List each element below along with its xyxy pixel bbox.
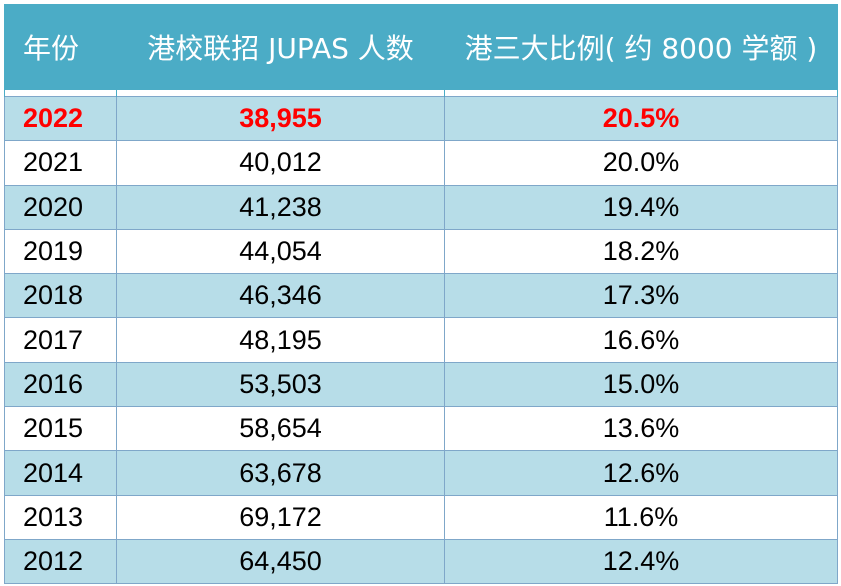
gap-cell [4,89,117,97]
table-row: 2012 64,450 12.4% [4,538,838,585]
jupas-count-cell: 69,172 [116,494,445,540]
table-body: 2022 38,955 20.5% 2021 40,012 20.0% 2020 41,238… [4,95,838,585]
header-jupas-count: 港校联招 JUPAS 人数 [116,4,445,90]
jupas-count-cell: 44,054 [116,228,445,275]
year-cell: 2013 [4,494,117,540]
table-row: 2019 44,054 18.2% [4,228,838,275]
year-cell: 2016 [4,361,117,408]
year-cell: 2020 [4,184,117,230]
table-row: 2020 41,238 19.4% [4,184,838,230]
jupas-count-cell: 41,238 [116,184,445,230]
jupas-count-cell: 38,955 [116,95,445,142]
table-row: 2013 69,172 11.6% [4,494,838,540]
jupas-count-cell: 53,503 [116,361,445,408]
year-cell: 2021 [4,140,117,186]
jupas-count-cell: 48,195 [116,317,445,363]
table-row: 2021 40,012 20.0% [4,140,838,186]
table-row: 2018 46,346 17.3% [4,273,838,319]
gap-cell [444,89,838,97]
top3-ratio-cell: 11.6% [444,494,838,540]
gap-cell [116,89,445,97]
table-row: 2016 53,503 15.0% [4,361,838,408]
year-cell: 2012 [4,538,117,585]
header-year: 年份 [4,4,117,90]
jupas-count-cell: 46,346 [116,273,445,319]
table-header: 年份 港校联招 JUPAS 人数 港三大比例( 约 8000 学额 ) [4,4,838,97]
table-row: 2014 63,678 12.6% [4,450,838,496]
jupas-count-cell: 40,012 [116,140,445,186]
top3-ratio-cell: 17.3% [444,273,838,319]
jupas-table-container: 年份 港校联招 JUPAS 人数 港三大比例( 约 8000 学额 ) 2022… [4,4,838,585]
table-row: 2017 48,195 16.6% [4,317,838,363]
table-row: 2015 58,654 13.6% [4,406,838,452]
top3-ratio-cell: 16.6% [444,317,838,363]
year-cell: 2022 [4,95,117,142]
top3-ratio-cell: 19.4% [444,184,838,230]
year-cell: 2015 [4,406,117,452]
year-cell: 2014 [4,450,117,496]
year-cell: 2018 [4,273,117,319]
header-top3-ratio: 港三大比例( 约 8000 学额 ) [444,4,838,90]
jupas-count-cell: 64,450 [116,538,445,585]
top3-ratio-cell: 20.5% [444,95,838,142]
jupas-count-cell: 58,654 [116,406,445,452]
year-cell: 2019 [4,228,117,275]
top3-ratio-cell: 15.0% [444,361,838,408]
table-row: 2022 38,955 20.5% [4,95,838,142]
header-row: 年份 港校联招 JUPAS 人数 港三大比例( 约 8000 学额 ) [4,4,838,90]
top3-ratio-cell: 18.2% [444,228,838,275]
top3-ratio-cell: 20.0% [444,140,838,186]
top3-ratio-cell: 12.6% [444,450,838,496]
top3-ratio-cell: 13.6% [444,406,838,452]
header-gap [4,89,838,97]
year-cell: 2017 [4,317,117,363]
top3-ratio-cell: 12.4% [444,538,838,585]
jupas-count-cell: 63,678 [116,450,445,496]
jupas-statistics-table: 年份 港校联招 JUPAS 人数 港三大比例( 约 8000 学额 ) 2022… [4,4,838,585]
